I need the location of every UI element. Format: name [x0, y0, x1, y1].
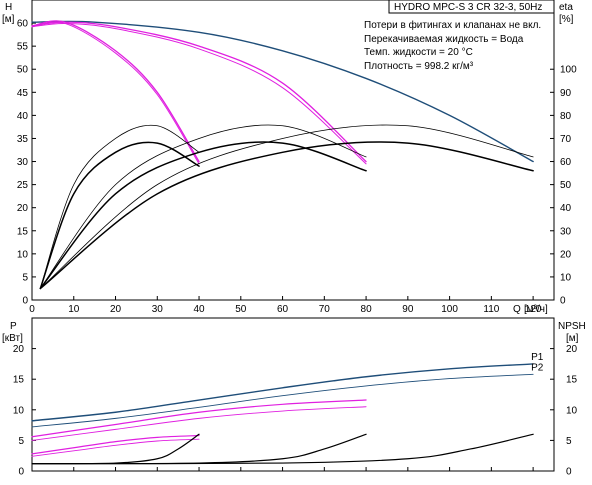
x-tick-label: 30	[152, 304, 164, 315]
upper-head-curve-2	[31, 20, 200, 163]
upper-y-tick-label: 0	[22, 296, 28, 307]
chart-title-box	[388, 0, 555, 14]
upper-efficiency-curve-9	[39, 141, 534, 290]
upper-y2-tick-label: 70	[560, 134, 572, 145]
upper-y2-tick-label: 40	[560, 203, 572, 214]
note-temperature: Темп. жидкости = 20 °C	[364, 47, 473, 58]
upper-y2-tick-label: 10	[560, 272, 572, 283]
series-label-p2: P2	[531, 362, 544, 373]
lower-y-axis-label: P	[10, 321, 17, 332]
upper-head-curve-4	[31, 21, 200, 165]
lower-y2-axis-unit: [м]	[566, 333, 579, 344]
lower-power-curve-1	[31, 373, 534, 428]
lower-y2-tick-label: 20	[566, 344, 578, 355]
lower-power-curve-3	[31, 406, 367, 441]
upper-efficiency-curve-5	[39, 141, 200, 290]
note-density: Плотность = 998.2 кг/м³	[364, 61, 474, 72]
x-tick-label: 90	[402, 304, 414, 315]
x-tick-label: 80	[361, 304, 373, 315]
lower-y2-tick-label: 10	[566, 405, 578, 416]
series-label-p1: P1	[531, 352, 544, 363]
lower-y2-axis-label: NPSH	[558, 321, 586, 332]
lower-y-tick-label: 0	[18, 467, 24, 478]
upper-efficiency-curve-6	[39, 124, 200, 289]
lower-plot-area	[31, 317, 555, 472]
upper-y-tick-label: 5	[22, 272, 28, 283]
lower-y2-tick-label: 15	[566, 375, 578, 386]
x-tick-label: 10	[68, 304, 80, 315]
upper-y-tick-label: 15	[17, 226, 29, 237]
upper-y-tick-label: 55	[17, 42, 29, 53]
upper-y-tick-label: 60	[17, 19, 29, 30]
upper-y2-axis-label: eta	[559, 2, 573, 13]
lower-y-tick-label: 10	[13, 405, 25, 416]
x-tick-label: 70	[319, 304, 331, 315]
upper-y-tick-label: 45	[17, 88, 29, 99]
upper-y-tick-label: 35	[17, 134, 29, 145]
upper-y-tick-label: 25	[17, 180, 29, 191]
x-tick-label: 50	[235, 304, 247, 315]
upper-y-tick-label: 40	[17, 111, 29, 122]
lower-power-curve-5	[31, 438, 200, 457]
upper-y2-tick-label: 20	[560, 249, 572, 260]
x-axis-unit: [м³/ч]	[524, 304, 548, 315]
upper-plot-area	[31, 0, 555, 301]
upper-y2-tick-label: 50	[560, 180, 572, 191]
lower-y2-tick-label: 5	[566, 436, 572, 447]
lower-power-curve-0	[31, 363, 534, 422]
x-tick-label: 120	[525, 304, 542, 315]
upper-y-tick-label: 20	[17, 203, 29, 214]
upper-y-axis-label: H	[5, 2, 12, 13]
note-liquid: Перекачиваемая жидкость = Вода	[364, 34, 524, 45]
lower-power-curve-2	[31, 399, 367, 438]
upper-y2-tick-label: 30	[560, 226, 572, 237]
upper-efficiency-curve-10	[39, 124, 534, 289]
upper-y2-tick-label: 60	[560, 157, 572, 168]
lower-y2-tick-label: 0	[566, 467, 572, 478]
x-tick-label: 100	[441, 304, 458, 315]
upper-y-axis-unit: [м]	[2, 14, 15, 25]
upper-efficiency-curve-8	[39, 124, 367, 289]
x-tick-label: 110	[483, 304, 499, 315]
lower-y-tick-label: 20	[13, 344, 25, 355]
lower-series-layer	[31, 363, 534, 465]
x-axis-label: Q	[513, 304, 521, 315]
lower-y-tick-label: 15	[13, 375, 25, 386]
lower-npsh-curve-8	[31, 433, 534, 465]
upper-y-tick-label: 10	[17, 249, 29, 260]
upper-y-tick-label: 50	[17, 65, 29, 76]
chart-title: HYDRO MPC-S 3 CR 32-3, 50Hz	[394, 2, 542, 13]
upper-y2-tick-label: 80	[560, 111, 572, 122]
x-tick-label: 20	[110, 304, 122, 315]
lower-y-axis-unit: [кВт]	[2, 333, 23, 344]
x-tick-label: 0	[29, 304, 35, 315]
upper-head-curve-0	[31, 20, 534, 163]
lower-power-curve-4	[31, 434, 200, 455]
x-tick-label: 40	[193, 304, 205, 315]
x-tick-label: 60	[277, 304, 289, 315]
upper-y2-tick-label: 90	[560, 88, 572, 99]
upper-y2-tick-label: 100	[560, 65, 577, 76]
lower-y-tick-label: 5	[18, 436, 24, 447]
note-fittings: Потери в фитингах и клапанах не вкл.	[364, 19, 541, 31]
upper-y-tick-label: 30	[17, 157, 29, 168]
tick-layer: 0510152025303540455055600102030405060708…	[13, 0, 578, 478]
upper-series-layer	[31, 20, 534, 290]
upper-y2-axis-unit: [%]	[559, 14, 574, 25]
upper-y2-tick-label: 0	[560, 296, 566, 307]
